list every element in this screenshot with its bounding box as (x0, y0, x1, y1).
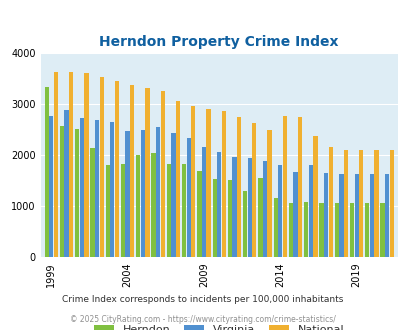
Bar (49, 116, 53, 257)
Bar (303, 202, 308, 257)
Bar (99, 77, 104, 257)
Bar (64, 110, 68, 257)
Bar (297, 117, 302, 257)
Bar (334, 203, 338, 257)
Text: Crime Index corresponds to incidents per 100,000 inhabitants: Crime Index corresponds to incidents per… (62, 295, 343, 304)
Bar (115, 82, 119, 257)
Bar (369, 174, 373, 257)
Bar (343, 150, 347, 257)
Title: Herndon Property Crime Index: Herndon Property Crime Index (99, 35, 338, 49)
Bar (130, 84, 134, 257)
Bar (258, 178, 262, 257)
Bar (313, 136, 317, 257)
Bar (364, 203, 369, 257)
Bar (206, 109, 210, 257)
Bar (339, 174, 343, 257)
Bar (389, 150, 393, 257)
Bar (79, 118, 84, 257)
Bar (277, 165, 282, 257)
Bar (247, 158, 251, 257)
Bar (110, 122, 114, 257)
Bar (90, 148, 94, 257)
Bar (227, 180, 232, 257)
Bar (349, 203, 353, 257)
Bar (323, 173, 328, 257)
Bar (45, 86, 49, 257)
Bar (160, 91, 164, 257)
Bar (121, 164, 125, 257)
Bar (262, 161, 266, 257)
Bar (175, 101, 180, 257)
Bar (75, 128, 79, 257)
Bar (354, 174, 358, 257)
Bar (379, 203, 384, 257)
Bar (171, 133, 175, 257)
Bar (308, 165, 312, 257)
Bar (288, 203, 292, 257)
Bar (237, 117, 241, 257)
Bar (384, 174, 388, 257)
Bar (84, 73, 88, 257)
Bar (166, 164, 171, 257)
Bar (145, 88, 149, 257)
Bar (69, 72, 73, 257)
Bar (358, 150, 362, 257)
Bar (373, 150, 378, 257)
Bar (273, 198, 277, 257)
Bar (191, 106, 195, 257)
Bar (181, 164, 186, 257)
Text: © 2025 CityRating.com - https://www.cityrating.com/crime-statistics/: © 2025 CityRating.com - https://www.city… (70, 315, 335, 324)
Bar (232, 157, 236, 257)
Bar (212, 179, 216, 257)
Bar (60, 126, 64, 257)
Bar (293, 172, 297, 257)
Bar (267, 130, 271, 257)
Legend: Herndon, Virginia, National: Herndon, Virginia, National (90, 320, 348, 330)
Bar (197, 172, 201, 257)
Bar (95, 120, 99, 257)
Bar (151, 152, 156, 257)
Bar (282, 116, 286, 257)
Bar (201, 147, 206, 257)
Bar (141, 130, 145, 257)
Bar (319, 203, 323, 257)
Bar (328, 147, 332, 257)
Bar (186, 138, 190, 257)
Bar (217, 151, 221, 257)
Bar (125, 131, 130, 257)
Bar (243, 191, 247, 257)
Bar (252, 123, 256, 257)
Bar (53, 72, 58, 257)
Bar (221, 111, 226, 257)
Bar (156, 127, 160, 257)
Bar (136, 155, 140, 257)
Bar (105, 165, 110, 257)
